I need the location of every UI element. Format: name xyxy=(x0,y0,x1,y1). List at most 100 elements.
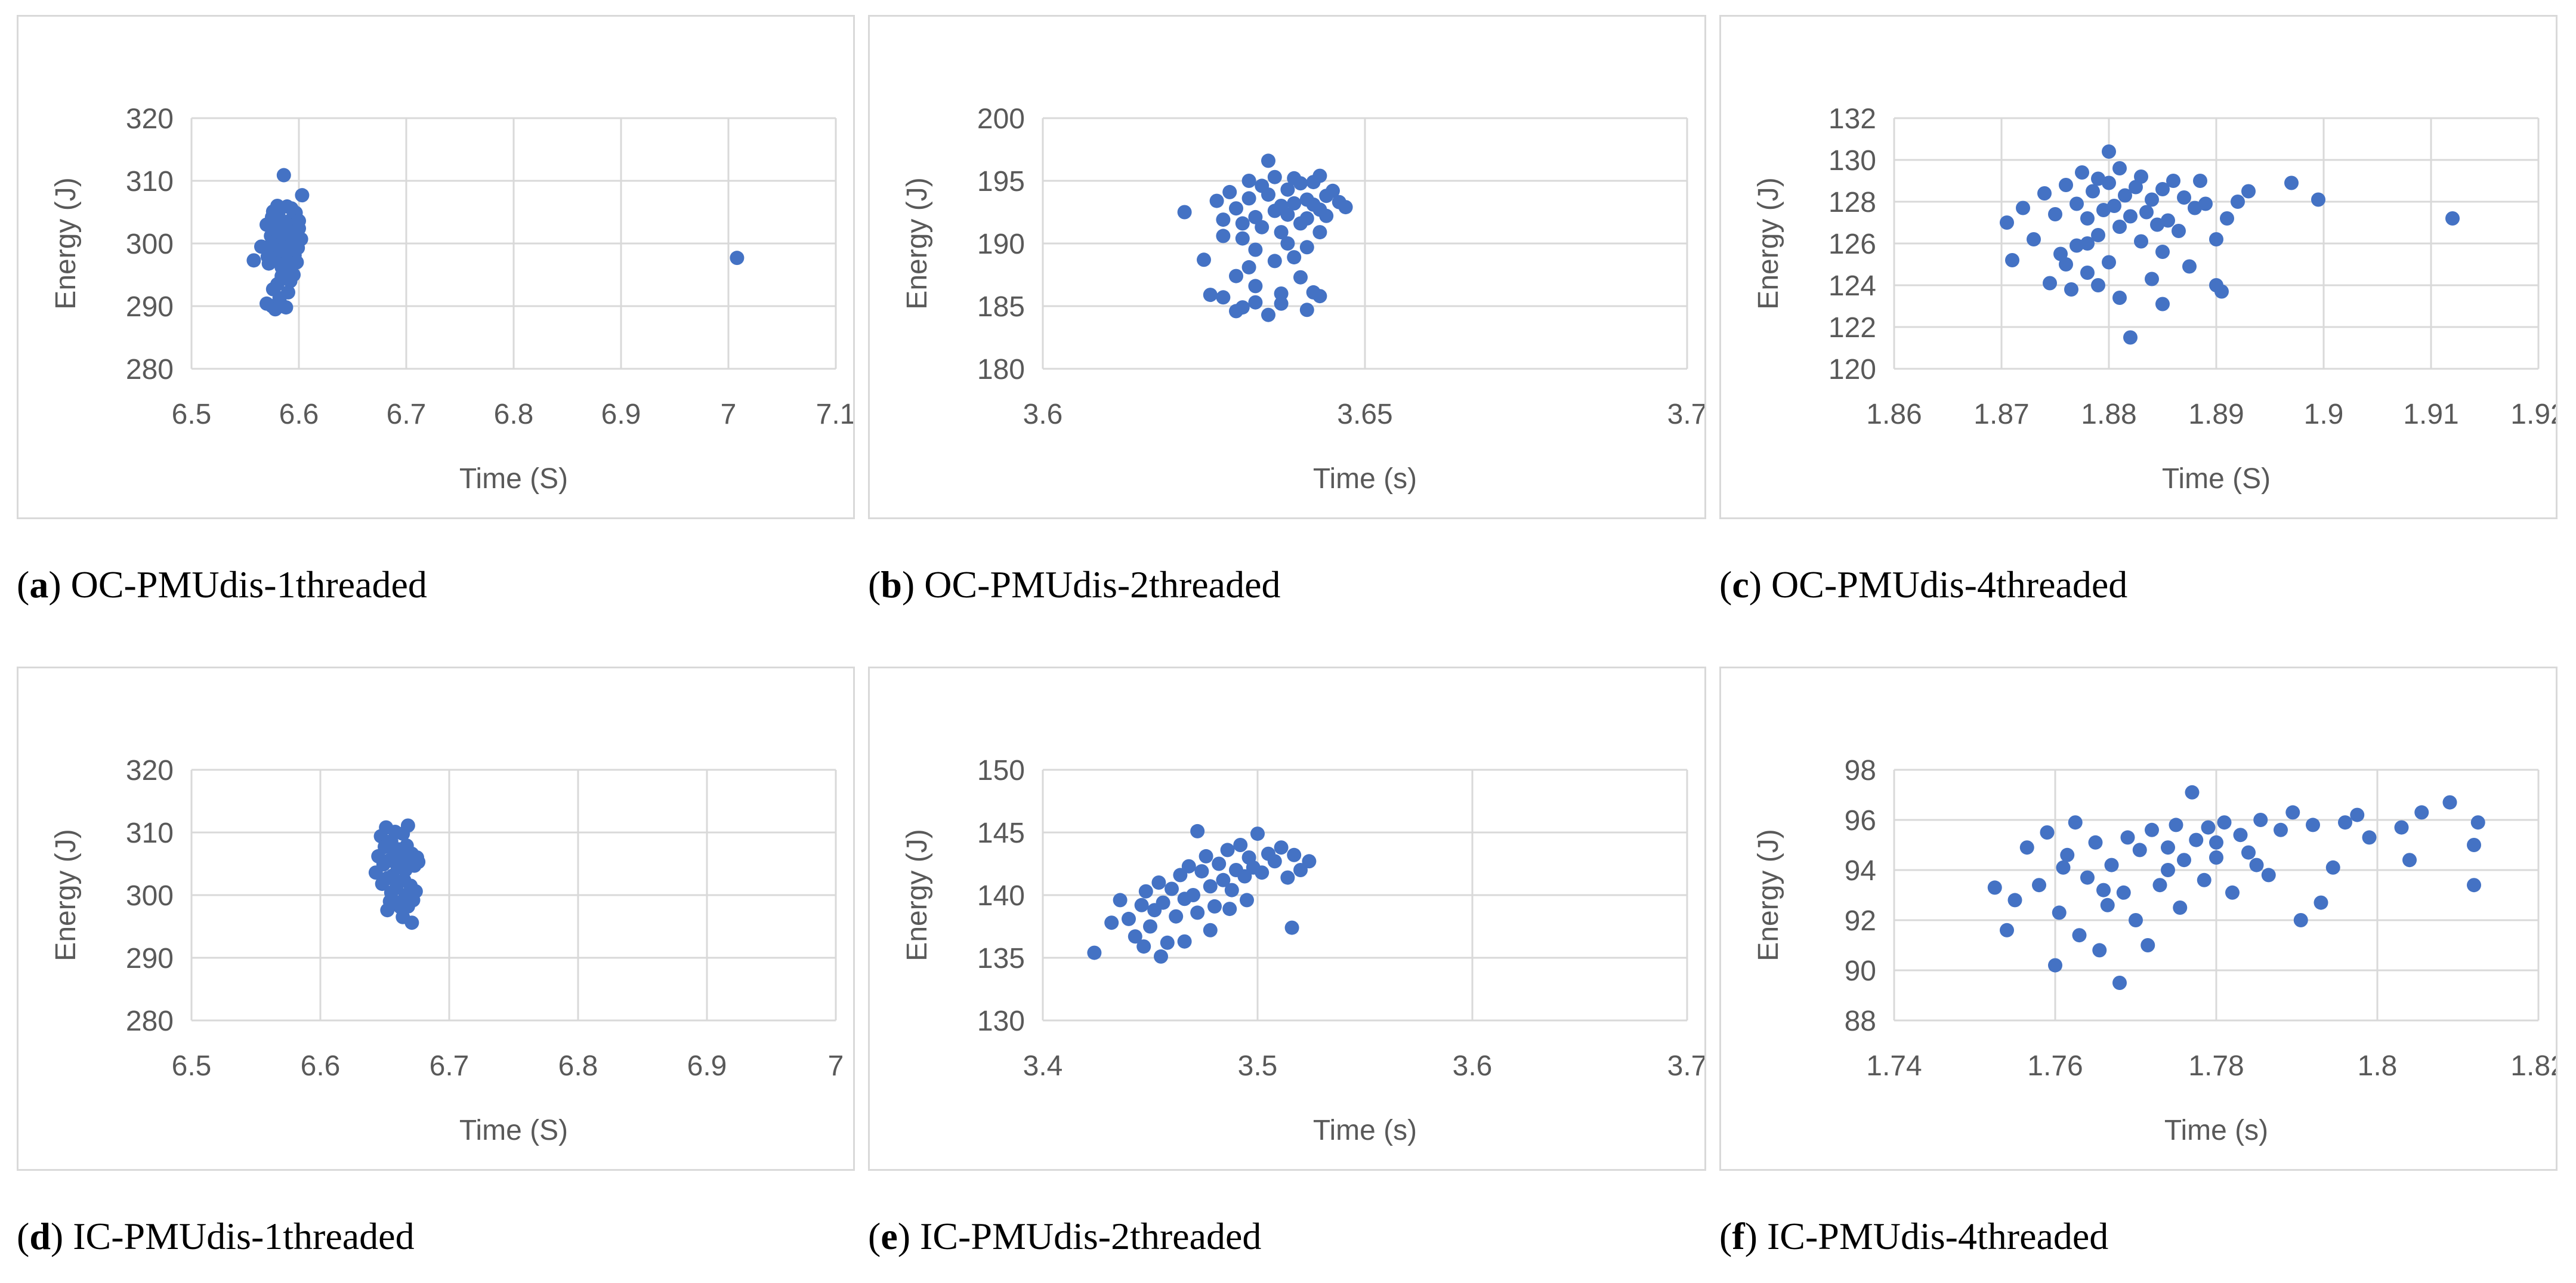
data-point xyxy=(2241,845,2256,860)
data-point xyxy=(2189,832,2204,847)
data-point xyxy=(2043,276,2057,291)
data-point xyxy=(1143,919,1157,934)
data-point xyxy=(1237,869,1252,884)
data-point xyxy=(400,818,415,833)
x-axis-title: Time (S) xyxy=(2162,463,2271,495)
data-point xyxy=(1087,945,1102,960)
data-point xyxy=(2306,818,2320,832)
data-point xyxy=(1122,911,1136,926)
data-point xyxy=(2080,266,2095,280)
data-point xyxy=(2102,175,2116,190)
data-point xyxy=(1261,153,1275,168)
x-tick-label: 7 xyxy=(828,1050,844,1082)
data-point xyxy=(2414,805,2429,820)
data-point xyxy=(2225,885,2240,900)
y-tick-label: 310 xyxy=(126,166,174,198)
data-point xyxy=(1248,279,1263,294)
x-tick-label: 1.91 xyxy=(2403,399,2458,430)
data-point xyxy=(1267,854,1282,869)
data-point xyxy=(1235,231,1250,246)
data-point xyxy=(1229,269,1243,283)
data-point xyxy=(2314,895,2328,910)
y-axis-title: Energy (J) xyxy=(50,177,82,309)
data-point xyxy=(2040,825,2055,840)
data-point xyxy=(2217,815,2232,830)
data-point xyxy=(2059,178,2073,192)
data-point xyxy=(1241,174,1256,188)
data-point xyxy=(1151,875,1166,890)
data-point xyxy=(1267,169,1282,184)
data-point xyxy=(1216,212,1231,227)
chart-caption: (d) IC-PMUdis-1threaded xyxy=(17,1215,415,1257)
data-point xyxy=(2134,234,2148,249)
data-point xyxy=(2091,228,2105,242)
chart-caption: (f) IC-PMUdis-4threaded xyxy=(1719,1215,2109,1257)
data-point xyxy=(1203,288,1218,303)
x-tick-label: 1.82 xyxy=(2510,1050,2556,1082)
data-point xyxy=(2116,885,2131,900)
data-point xyxy=(2198,196,2213,211)
data-point xyxy=(1274,225,1289,240)
y-tick-label: 310 xyxy=(126,818,174,849)
data-point xyxy=(2177,190,2191,205)
data-point xyxy=(396,909,410,924)
caption-letter: d xyxy=(29,1215,51,1257)
data-point xyxy=(2070,238,2084,253)
data-point xyxy=(2141,938,2155,952)
data-point xyxy=(1274,286,1289,301)
data-point xyxy=(2402,853,2417,868)
data-point xyxy=(1203,879,1218,894)
x-tick-label: 6.6 xyxy=(279,399,319,430)
x-tick-label: 6.8 xyxy=(558,1050,598,1082)
y-tick-label: 94 xyxy=(1845,855,1876,887)
data-point xyxy=(2112,291,2127,305)
data-point xyxy=(1267,254,1282,269)
data-point xyxy=(1156,895,1170,910)
data-point xyxy=(2086,184,2100,199)
y-axis-title: Energy (J) xyxy=(1753,177,1784,309)
y-tick-label: 145 xyxy=(977,818,1025,849)
data-point xyxy=(1274,296,1289,311)
data-point xyxy=(2150,217,2164,232)
data-point xyxy=(1255,220,1270,235)
data-point xyxy=(1173,868,1188,883)
data-point xyxy=(1235,300,1250,315)
data-point xyxy=(1284,920,1299,935)
caption-letter: e xyxy=(881,1215,898,1257)
data-point xyxy=(2188,201,2202,215)
data-point xyxy=(1233,838,1248,852)
chart-caption: (b) OC-PMUdis-2threaded xyxy=(868,563,1281,606)
data-point xyxy=(292,214,306,229)
data-point xyxy=(1241,191,1256,206)
data-point xyxy=(2104,858,2119,872)
y-tick-label: 195 xyxy=(977,166,1025,198)
y-axis-title: Energy (J) xyxy=(50,829,82,961)
y-tick-label: 122 xyxy=(1828,312,1876,344)
chart-caption: (c) OC-PMUdis-4threaded xyxy=(1719,563,2128,606)
data-point xyxy=(1181,859,1196,874)
scatter-chart: 180 185 190 195 200 3.6 3.65 3.7 Time (s) Energy … xyxy=(901,103,1704,495)
y-tick-label: 135 xyxy=(977,943,1025,974)
y-tick-label: 120 xyxy=(1828,354,1876,385)
x-tick-label: 7 xyxy=(721,399,737,430)
data-point xyxy=(286,267,301,282)
data-point xyxy=(2102,144,2116,159)
x-axis-title: Time (S) xyxy=(459,463,568,495)
chart-panel: 280 290 300 310 320 6.5 6.6 6.7 6.8 6.9 7 7.1 Time (… xyxy=(17,15,855,519)
data-point xyxy=(2197,872,2211,887)
caption-text: OC-PMUdis-2threaded xyxy=(924,563,1281,606)
data-point xyxy=(398,888,413,902)
data-point xyxy=(1138,884,1153,899)
data-point xyxy=(2048,958,2062,973)
y-tick-label: 98 xyxy=(1845,755,1876,787)
data-point xyxy=(1293,176,1308,191)
data-point xyxy=(2311,192,2325,207)
data-point xyxy=(1199,849,1213,863)
data-point xyxy=(2112,976,2127,990)
data-point xyxy=(1134,898,1149,912)
data-point xyxy=(1312,168,1327,183)
data-point xyxy=(2241,184,2256,199)
scatter-chart: 120 122 124 126 128 130 132 1.86 1.87 1.88 1.89 1.9… xyxy=(1753,103,2556,495)
x-tick-label: 1.76 xyxy=(2027,1050,2083,1082)
data-point xyxy=(2088,835,2103,850)
